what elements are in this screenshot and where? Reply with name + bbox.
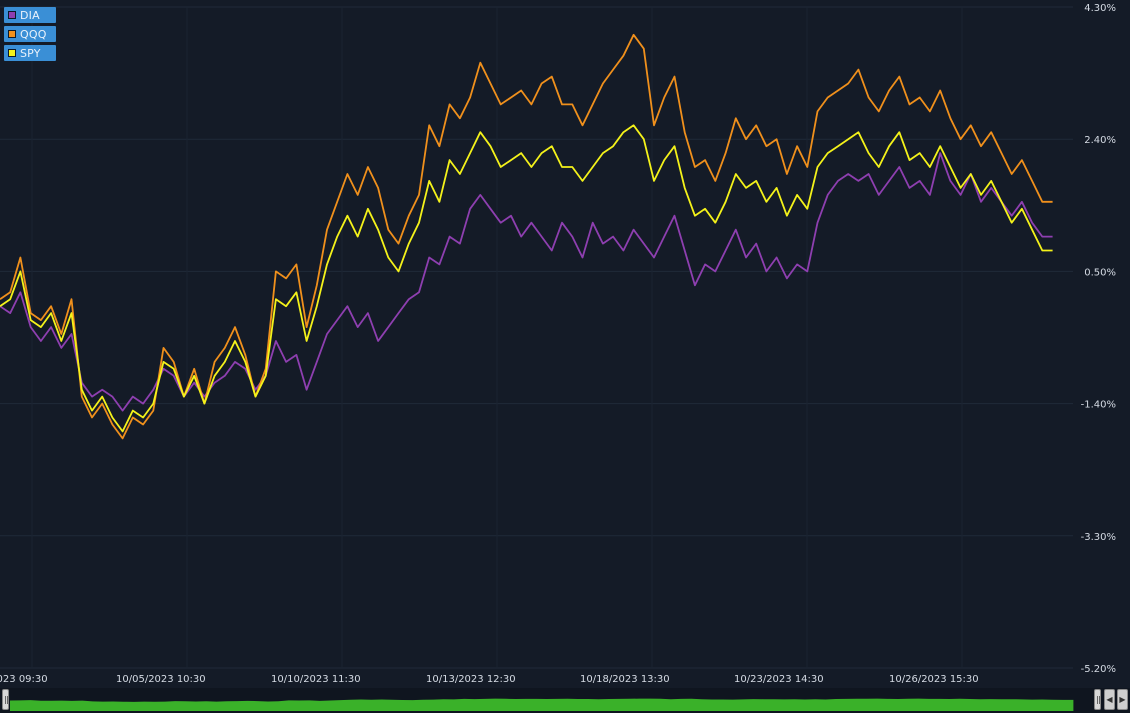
legend-item-dia[interactable]: DIA xyxy=(4,7,56,23)
legend-swatch-dia xyxy=(8,11,16,19)
legend: DIA QQQ SPY xyxy=(4,7,56,61)
legend-label-spy: SPY xyxy=(20,46,41,60)
series-line-qqq xyxy=(0,33,1053,440)
navigator-preview xyxy=(10,698,1074,711)
chart-area: 4.30% 2.40% 0.50% -1.40% -3.30% -5.20% 10/02/… xyxy=(0,3,1116,685)
grid-lines xyxy=(0,6,1073,669)
navigator-right-handle[interactable] xyxy=(1094,689,1101,710)
y-tick-label: 0.50% xyxy=(1084,267,1116,278)
legend-swatch-spy xyxy=(8,49,16,57)
navigator-area xyxy=(10,698,1074,711)
x-tick-label: 10/02/2023 09:30 xyxy=(0,674,48,685)
legend-item-spy[interactable]: SPY xyxy=(4,45,56,61)
legend-swatch-qqq xyxy=(8,30,16,38)
x-axis: 10/02/2023 09:30 10/05/2023 10:30 10/10/20… xyxy=(0,674,979,685)
legend-label-qqq: QQQ xyxy=(20,27,47,41)
series-line-dia xyxy=(0,152,1053,412)
series-line-spy xyxy=(0,124,1053,433)
y-tick-label: 4.30% xyxy=(1084,3,1116,14)
navigator[interactable]: ◀ ▶ xyxy=(0,688,1130,713)
x-tick-label: 10/26/2023 15:30 xyxy=(889,674,979,685)
x-tick-label: 10/23/2023 14:30 xyxy=(734,674,824,685)
x-tick-label: 10/05/2023 10:30 xyxy=(116,674,206,685)
navigator-left-handle[interactable] xyxy=(2,689,9,710)
x-tick-label: 10/18/2023 13:30 xyxy=(580,674,670,685)
navigator-scroll-right-button[interactable]: ▶ xyxy=(1117,689,1128,710)
navigator-scroll-left-button[interactable]: ◀ xyxy=(1104,689,1115,710)
y-tick-label: -3.30% xyxy=(1081,532,1116,543)
y-axis: 4.30% 2.40% 0.50% -1.40% -3.30% -5.20% xyxy=(1081,3,1116,675)
x-tick-label: 10/13/2023 12:30 xyxy=(426,674,516,685)
y-tick-label: 2.40% xyxy=(1084,135,1116,146)
series-layer xyxy=(0,33,1053,440)
x-tick-label: 10/10/2023 11:30 xyxy=(271,674,361,685)
y-tick-label: -1.40% xyxy=(1081,400,1116,411)
legend-item-qqq[interactable]: QQQ xyxy=(4,26,56,42)
legend-label-dia: DIA xyxy=(20,8,40,22)
y-tick-label: -5.20% xyxy=(1081,664,1116,675)
